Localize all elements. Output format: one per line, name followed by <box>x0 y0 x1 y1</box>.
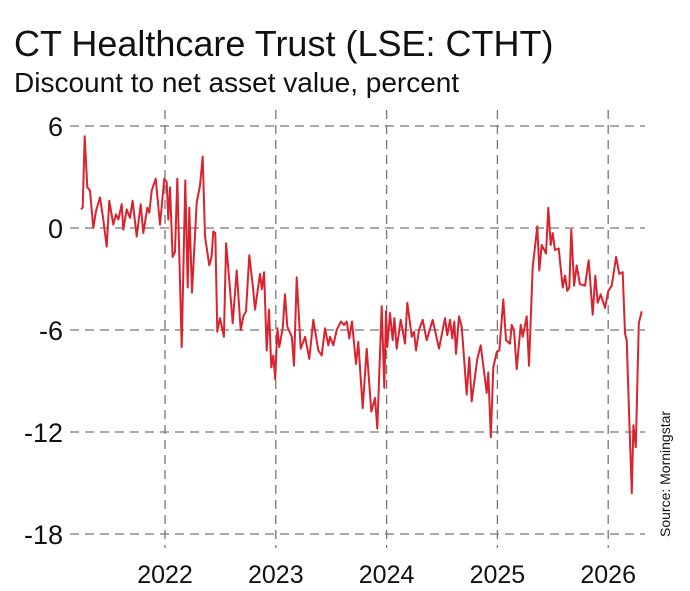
source-note: Source: Morningstar <box>657 411 673 537</box>
chart-title: CT Healthcare Trust (LSE: CTHT) <box>14 23 553 64</box>
x-tick-label: 2024 <box>359 561 415 589</box>
gridlines <box>70 110 645 548</box>
y-tick-label: -6 <box>39 316 63 346</box>
y-tick-label: 6 <box>48 112 63 142</box>
y-tick-label: -12 <box>24 418 63 448</box>
x-tick-label: 2025 <box>470 561 526 589</box>
y-tick-label: -18 <box>24 520 63 550</box>
x-tick-label: 2026 <box>580 561 636 589</box>
series-line-discount <box>80 135 643 495</box>
chart-subtitle: Discount to net asset value, percent <box>14 67 459 98</box>
x-axis-ticks: 2022 2023 2024 2025 2026 <box>137 561 636 589</box>
x-tick-label: 2023 <box>248 561 304 589</box>
y-tick-label: 0 <box>48 214 63 244</box>
y-axis-ticks: 6 0 -6 -12 -18 <box>24 112 63 550</box>
x-tick-label: 2022 <box>137 561 193 589</box>
